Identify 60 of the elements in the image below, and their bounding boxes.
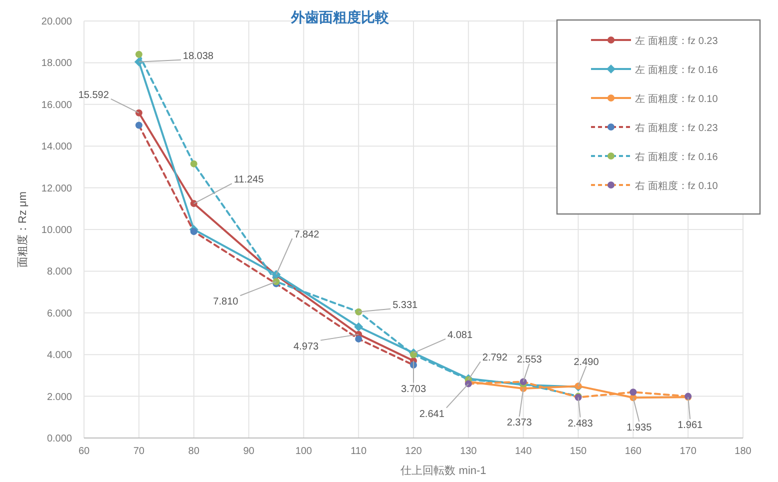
y-tick-label: 16.000 (41, 100, 72, 111)
annotation: 5.331 (392, 300, 418, 311)
y-tick-label: 0.000 (46, 434, 72, 444)
x-axis-title: 仕上回転数 min-1 (400, 464, 486, 477)
annotation: 1.961 (678, 420, 704, 432)
y-tick-label: 14.000 (41, 142, 72, 153)
annotation: 15.592 (78, 90, 110, 101)
annotation: 2.553 (516, 354, 542, 366)
point (630, 388, 637, 396)
annotation: 2.373 (506, 418, 532, 429)
annotation: 7.810 (213, 296, 239, 308)
legend-label: 左 面粗度：fz 0.16 (635, 64, 718, 76)
point (135, 50, 142, 58)
point (355, 335, 362, 342)
y-tick-label: 4.000 (46, 350, 72, 362)
x-tick-label: 160 (624, 446, 642, 457)
y-tick-label: 2.000 (46, 392, 72, 403)
legend-label: 左 面粗度：fz 0.23 (635, 35, 718, 47)
legend-label: 左 面粗度：fz 0.10 (635, 93, 718, 105)
y-tick-label: 18.000 (41, 58, 72, 70)
x-tick-label: 70 (133, 446, 145, 457)
y-tick-label: 12.000 (41, 183, 72, 194)
point (354, 322, 364, 332)
annotation: 3.703 (400, 384, 426, 395)
x-tick-label: 150 (570, 446, 588, 457)
point (410, 351, 417, 358)
legend-label: 右 面粗度：fz 0.23 (635, 122, 718, 134)
y-tick-label: 8.000 (46, 266, 72, 278)
annotation: 18.038 (182, 50, 214, 62)
x-tick-label: 130 (460, 446, 478, 457)
y-tick-label: 6.000 (46, 308, 72, 320)
legend-label: 右 面粗度：fz 0.16 (635, 151, 718, 163)
x-tick-label: 100 (295, 446, 312, 457)
point (135, 122, 142, 129)
point (190, 160, 198, 168)
x-tick-label: 120 (405, 446, 422, 457)
x-tick-label: 180 (734, 446, 752, 457)
y-tick-label: 10.000 (41, 225, 72, 236)
annotation: 2.483 (568, 418, 594, 430)
x-tick-label: 60 (78, 446, 90, 457)
legend-label: 右 面粗度：fz 0.10 (635, 180, 718, 192)
annotation: 4.973 (294, 341, 320, 352)
annotation: 4.081 (448, 330, 473, 341)
annotation: 11.245 (234, 174, 264, 186)
chart-title: 外歯面粗度比較 (290, 9, 390, 25)
annotation: 2.792 (482, 352, 508, 364)
y-tick-label: 20.000 (41, 16, 72, 28)
x-tick-label: 80 (188, 446, 200, 457)
x-tick-label: 140 (514, 446, 532, 457)
y-axis-title: 面粗度：Rz μm (16, 191, 29, 268)
annotation: 1.935 (626, 422, 652, 434)
x-tick-label: 110 (350, 446, 367, 457)
annotation: 2.641 (419, 408, 445, 420)
annotation: 7.842 (294, 229, 320, 240)
point (190, 228, 198, 236)
annotation: 2.490 (574, 357, 600, 368)
point (355, 308, 362, 316)
x-tick-label: 170 (680, 446, 697, 457)
point (135, 109, 142, 116)
x-tick-label: 90 (243, 446, 255, 457)
